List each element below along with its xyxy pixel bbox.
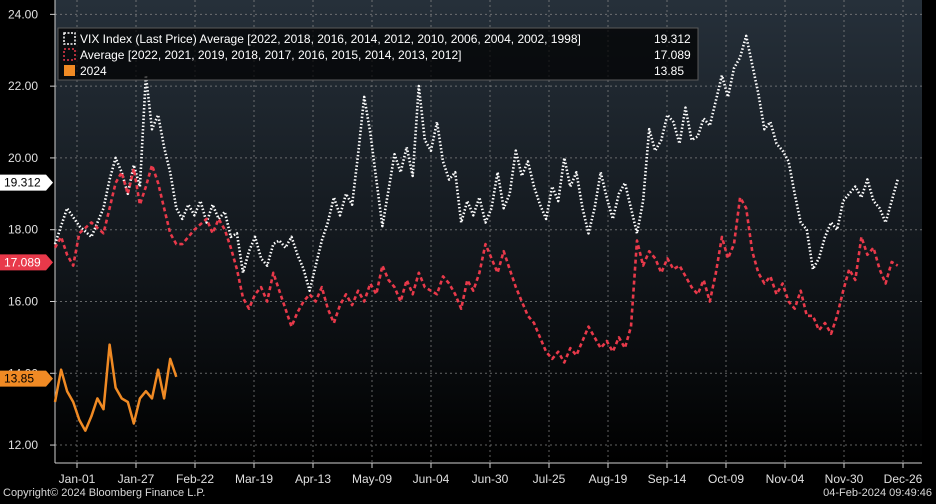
x-tick-label: Jan-27 [118, 472, 155, 486]
y-tick-label: 24.00 [8, 7, 38, 21]
legend-value-vix: 19.312 [654, 32, 691, 46]
x-tick-label: Sep-14 [648, 472, 687, 486]
copyright-text: Copyright© 2024 Bloomberg Finance L.P. [3, 487, 206, 499]
legend-value-2024: 13.85 [654, 64, 684, 78]
legend-swatch-average [63, 48, 76, 61]
x-tick-label: May-09 [352, 472, 392, 486]
y-tick-label: 20.00 [8, 151, 38, 165]
legend-label-average: Average [2022, 2021, 2019, 2018, 2017, 2… [80, 48, 461, 62]
y-tick-label: 12.00 [8, 438, 38, 452]
x-tick-label: Apr-13 [295, 472, 331, 486]
x-tick-label: Mar-19 [235, 472, 273, 486]
grid [55, 0, 922, 463]
series-average-line [53, 163, 899, 364]
badge-shape [0, 370, 53, 387]
badge-value: 17.089 [4, 255, 41, 269]
legend: VIX Index (Last Price) Average [2022, 20… [57, 27, 699, 81]
y-tick-label: 16.00 [8, 294, 38, 308]
legend-value-average: 17.089 [654, 48, 691, 62]
badge-value: 13.85 [4, 372, 34, 386]
badge-shape [0, 254, 53, 271]
badge-value: 19.312 [4, 176, 41, 190]
x-tick-label: Feb-22 [176, 472, 214, 486]
x-tick-label: Oct-09 [708, 472, 744, 486]
series-layer [53, 34, 899, 432]
legend-label-2024: 2024 [80, 64, 107, 78]
x-tick-label: Nov-04 [766, 472, 805, 486]
legend-swatch-vix [63, 32, 76, 45]
x-tick-label: Jan-01 [59, 472, 96, 486]
badge-average: 17.089 [0, 254, 53, 271]
badge-vix-average: 19.312 [0, 174, 53, 191]
x-tick-label: Jun-04 [413, 472, 450, 486]
x-tick-label: Dec-26 [884, 472, 923, 486]
series-vix-average-line [53, 34, 899, 292]
legend-box [57, 27, 699, 81]
y-tick-label: 22.00 [8, 79, 38, 93]
badge-shape [0, 174, 53, 191]
x-tick-label: Jul-25 [533, 472, 566, 486]
series-2024-line [53, 343, 178, 432]
x-tick-label: Jun-30 [472, 472, 509, 486]
y-tick-label: 18.00 [8, 223, 38, 237]
legend-swatch-2024 [64, 65, 75, 76]
badge-2024: 13.85 [0, 370, 53, 387]
x-tick-label: Aug-19 [589, 472, 628, 486]
x-tick-label: Nov-30 [825, 472, 864, 486]
timestamp-text: 04-Feb-2024 09:49:46 [823, 487, 932, 499]
last-value-badges: 19.312 17.089 13.85 [0, 174, 53, 387]
axes: 12.0014.0016.0018.0020.0022.0024.00Jan-0… [8, 0, 923, 486]
legend-label-vix: VIX Index (Last Price) Average [2022, 20… [80, 32, 581, 46]
